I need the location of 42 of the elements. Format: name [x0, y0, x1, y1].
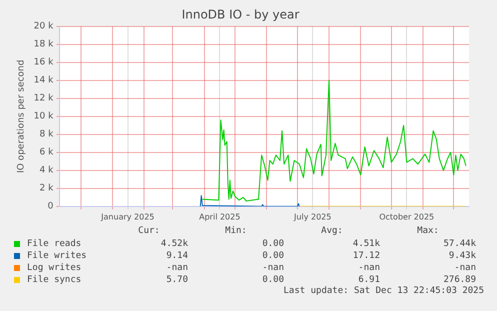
y-tick-label: 12 k [34, 94, 54, 104]
text: -nan [165, 263, 188, 273]
y-tick-label: 16 k [34, 58, 54, 68]
y-tick-label: 10 k [34, 112, 54, 122]
legend-label: Log writes [27, 263, 82, 273]
x-tick-label: July 2025 [293, 212, 332, 222]
y-tick-label: 2 k [40, 184, 54, 194]
x-tick-label: October 2025 [379, 212, 434, 222]
text: Cur: [137, 226, 161, 238]
y-tick-label: 18 k [34, 40, 54, 50]
y-tick-label: 0 [48, 202, 54, 212]
x-tick-label: April 2025 [199, 212, 240, 222]
chart-title: InnoDB IO - by year [182, 7, 300, 22]
text: 9.14 [165, 251, 188, 261]
text: 276.89 [442, 275, 476, 285]
legend-label: File syncs [27, 275, 82, 285]
text: 4.51k [352, 239, 380, 249]
y-tick-label: 4 k [40, 166, 54, 176]
y-tick-label: 20 k [34, 22, 54, 32]
text: 9.43k [448, 251, 476, 261]
y-tick-label: 14 k [34, 76, 54, 86]
y-tick-label: 8 k [40, 130, 54, 140]
text: -nan [357, 263, 380, 273]
text: 17.12 [352, 251, 380, 261]
text: Avg: [320, 226, 344, 238]
text: -nan [261, 263, 284, 273]
text: 0.00 [261, 275, 284, 285]
x-tick-label: January 2025 [100, 212, 154, 222]
legend-label: File writes [27, 251, 87, 261]
text: 4.52k [160, 239, 188, 249]
y-tick-label: 6 k [40, 148, 54, 158]
text: Last update: Sat Dec 13 22:45:03 2025 [282, 286, 484, 298]
text: 0.00 [261, 251, 284, 261]
text: Min: [224, 226, 248, 238]
legend-label: File reads [27, 239, 82, 249]
text: Max: [416, 226, 440, 238]
text: 57.44k [442, 239, 476, 249]
text: 0.00 [261, 239, 284, 249]
text: 6.91 [357, 275, 380, 285]
text: -nan [453, 263, 476, 273]
text: 5.70 [165, 275, 188, 285]
y-axis-title: IO operations per second [16, 60, 27, 174]
